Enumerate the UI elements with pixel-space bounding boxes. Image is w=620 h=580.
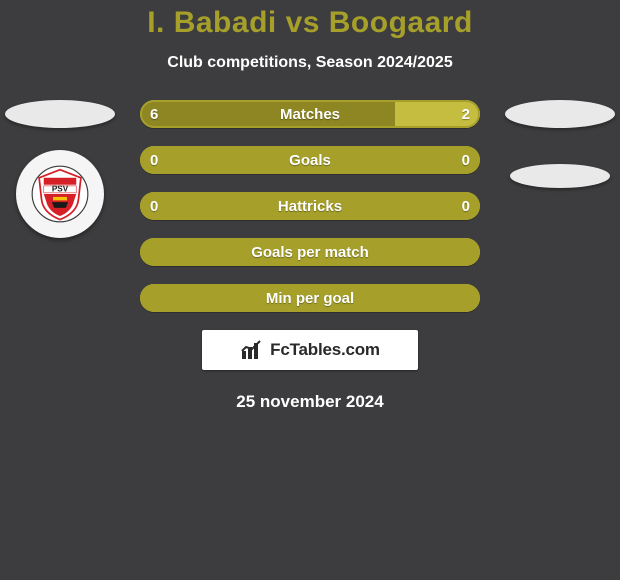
stat-left-value: 0 <box>140 146 168 174</box>
right-player-photo-placeholder <box>505 100 615 128</box>
comparison-stage: PSV 62Matches00Goals00HattricksGoals per… <box>0 100 620 312</box>
right-player-club-placeholder <box>510 164 610 188</box>
psv-logo-icon: PSV <box>31 165 89 223</box>
stat-left-value: 0 <box>140 192 168 220</box>
page-title: I. Babadi vs Boogaard <box>0 0 620 40</box>
stat-bar-right-segment <box>310 284 480 312</box>
right-player-column <box>500 100 620 188</box>
chart-icon <box>240 339 264 361</box>
stat-bar: 62Matches <box>140 100 480 128</box>
stat-bar: Min per goal <box>140 284 480 312</box>
stat-left-value: 6 <box>140 100 168 128</box>
stat-bar-left-segment <box>140 100 395 128</box>
brand-badge[interactable]: FcTables.com <box>202 330 418 370</box>
left-player-photo-placeholder <box>5 100 115 128</box>
stat-bar: 00Hattricks <box>140 192 480 220</box>
stats-bars: 62Matches00Goals00HattricksGoals per mat… <box>140 100 480 312</box>
page-subtitle: Club competitions, Season 2024/2025 <box>0 54 620 72</box>
left-player-club-logo: PSV <box>16 150 104 238</box>
left-player-column: PSV <box>0 100 120 238</box>
svg-text:PSV: PSV <box>52 185 69 194</box>
stat-bar-left-segment <box>140 238 310 266</box>
stat-right-value: 0 <box>452 146 480 174</box>
stat-right-value: 2 <box>452 100 480 128</box>
stat-right-value: 0 <box>452 192 480 220</box>
stat-bar-right-segment <box>310 238 480 266</box>
stat-bar: Goals per match <box>140 238 480 266</box>
stat-bar-left-segment <box>140 284 310 312</box>
snapshot-date: 25 november 2024 <box>0 392 620 412</box>
stat-bar: 00Goals <box>140 146 480 174</box>
brand-text: FcTables.com <box>270 340 380 360</box>
